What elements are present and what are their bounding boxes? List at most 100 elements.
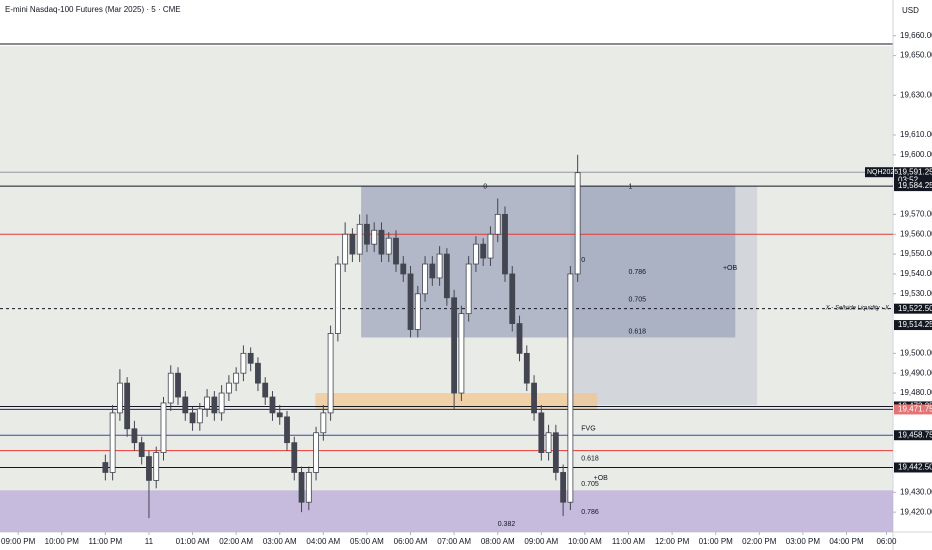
x-tick-label: 11:00 AM [612,537,646,546]
candle-body [567,273,574,503]
candle-body [284,416,290,444]
candle-body [334,263,341,334]
candle-body [538,412,545,453]
candle-body [414,293,421,330]
price-label: 19,458.75 [894,430,932,441]
y-tick-label: 19,500.00 [900,348,932,357]
annotation: 0.786 [629,269,647,276]
price-label-text: 19,522.50 [898,304,932,313]
x-tick-label: 08:00 AM [481,537,515,546]
candle-body [364,223,370,245]
candle-body [552,432,559,473]
y-tick-label: 19,480.00 [900,388,932,397]
price-label-text: 19,471.75 [898,405,932,414]
candle-body [436,253,443,279]
price-label-text: 19,458.75 [898,430,932,439]
x-tick-label: 07:00 AM [437,537,471,546]
symbol-box [865,167,893,178]
candle-body [393,237,399,265]
candle-body [443,253,450,299]
price-label: 19,471.75 [894,404,932,415]
candle-body [160,402,167,453]
candle-body [225,382,232,394]
x-tick-label: 01:00 PM [699,537,734,546]
price-label: 19,584.25 [894,181,932,192]
candle-body [124,382,131,430]
candle-body [255,362,261,384]
y-tick-label: 19,660.00 [900,31,932,40]
price-label-box [894,462,932,473]
x-tick-label: 12:00 PM [655,537,690,546]
y-tick-label: 19,600.00 [900,150,932,159]
chart-title: E-mini Nasdaq-100 Futures (Mar 2025) · 5… [5,5,181,14]
price-label-box [894,430,932,441]
x-tick-label: 11:00 PM [89,537,123,546]
annotation: 0 [581,257,585,264]
x-tick-label: 09:00 AM [524,537,558,546]
price-label: 19,522.50 [894,303,932,314]
candle-body [429,263,436,279]
x-tick-label: 02:00 AM [219,537,253,546]
x-tick-label: 10:00 PM [45,537,80,546]
candle-body [305,472,312,503]
x-tick-label: 06:00 AM [394,537,428,546]
layer: X - Sellside Liquidity - X 19,660.00 19,65… [0,31,932,546]
candle-body [233,372,240,384]
zone [361,186,736,338]
x-tick-label: 06:00 [876,537,897,546]
price-label: 19,442.50 [894,462,932,473]
y-tick-label: 19,490.00 [900,368,932,377]
x-tick-label: 03:00 PM [786,537,821,546]
candle-body [400,263,407,275]
y-tick-label: 19,530.00 [900,289,932,298]
price-label-text: 19,442.50 [898,463,932,472]
candle-body [371,229,378,245]
candle-body [458,313,465,394]
candle-body [327,333,334,414]
candle-body [204,396,210,410]
candle-body [167,372,174,404]
candle-body [422,263,428,295]
candle-body [480,243,487,259]
candle-body [531,382,537,414]
annotation: 0.786 [581,509,599,516]
candle-body [494,213,501,235]
y-tick-label: 19,610.00 [900,130,932,139]
candle-body [349,233,356,255]
price-label-box [894,181,932,192]
candle-body [109,412,116,473]
annotation: 0.705 [581,481,599,488]
x-tick-label: 10:00 AM [568,537,602,546]
candle-body [574,172,581,275]
candle-body [545,432,552,453]
candle-body [378,229,385,255]
x-tick-label: 04:00 PM [829,537,864,546]
candle-body [247,352,254,364]
candle-body [320,412,327,434]
candle-body [218,392,225,414]
annotation: 0.705 [629,297,647,304]
candle-body [102,462,109,473]
candle-body [276,412,283,418]
candle-body [131,428,138,444]
price-label-box [894,404,932,415]
candle-body [313,432,319,473]
x-tick-label: 09:00 PM [1,537,36,546]
annotation: +OB [723,265,738,272]
price-label-text: 19,591.25 [898,167,932,176]
candle-body [240,352,247,374]
candle-body [138,442,145,457]
candle-body [175,372,181,398]
candle-body [516,323,523,354]
candle-body [182,396,189,414]
price-label-box [894,320,932,331]
candle-body [291,442,298,473]
countdown: 03:52 [898,175,919,184]
y-tick-label: 19,650.00 [900,51,932,60]
x-tick-label: 01:00 AM [176,537,210,546]
candle-body [342,233,349,265]
candle-body [211,396,218,414]
zone [0,490,893,532]
candle-body [153,452,160,481]
